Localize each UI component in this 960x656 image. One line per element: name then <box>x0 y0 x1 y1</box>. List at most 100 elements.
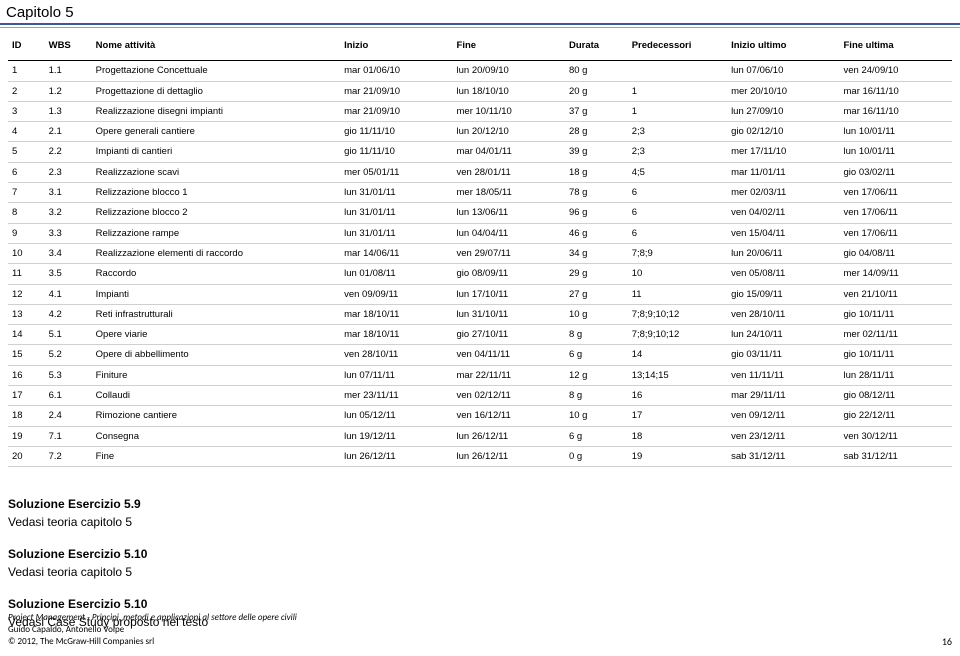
table-cell: Opere generali cantiere <box>92 122 340 142</box>
table-cell: Relizzazione rampe <box>92 223 340 243</box>
table-cell: lun 18/10/10 <box>453 81 565 101</box>
table-cell: 7;8;9;10;12 <box>628 325 727 345</box>
table-cell: 1.3 <box>45 101 92 121</box>
table-row: 176.1Collaudimer 23/11/11ven 02/12/118 g… <box>8 386 952 406</box>
table-cell: 4.2 <box>45 304 92 324</box>
footer-authors: Guido Capaldo, Antonello Volpe <box>8 624 297 636</box>
table-cell: 3.3 <box>45 223 92 243</box>
table-cell: 6 <box>8 162 45 182</box>
table-cell: lun 20/06/11 <box>727 243 839 263</box>
table-cell: 11 <box>628 284 727 304</box>
table-row: 134.2Reti infrastrutturalimar 18/10/11lu… <box>8 304 952 324</box>
column-header: Durata <box>565 35 628 61</box>
table-cell: ven 24/09/10 <box>840 61 953 81</box>
table-cell: gio 15/09/11 <box>727 284 839 304</box>
table-cell: 1 <box>628 101 727 121</box>
table-cell: 7.2 <box>45 446 92 466</box>
table-cell: ven 17/06/11 <box>840 203 953 223</box>
table-cell: gio 10/11/11 <box>840 345 953 365</box>
table-cell: 6 <box>628 223 727 243</box>
table-cell: ven 30/12/11 <box>840 426 953 446</box>
table-cell: mar 14/06/11 <box>340 243 452 263</box>
table-cell: lun 27/09/10 <box>727 101 839 121</box>
table-row: 31.3Realizzazione disegni impiantimar 21… <box>8 101 952 121</box>
table-row: 21.2Progettazione di dettagliomar 21/09/… <box>8 81 952 101</box>
table-cell: mer 05/01/11 <box>340 162 452 182</box>
table-cell: Reti infrastrutturali <box>92 304 340 324</box>
table-cell: sab 31/12/11 <box>727 446 839 466</box>
table-cell: 80 g <box>565 61 628 81</box>
table-cell: 7 <box>8 183 45 203</box>
table-row: 113.5Raccordolun 01/08/11gio 08/09/1129 … <box>8 264 952 284</box>
table-cell: 1 <box>628 81 727 101</box>
table-cell: gio 03/02/11 <box>840 162 953 182</box>
table-cell: 4;5 <box>628 162 727 182</box>
table-cell: 4.1 <box>45 284 92 304</box>
table-cell: 46 g <box>565 223 628 243</box>
table-cell: 3.4 <box>45 243 92 263</box>
table-cell: 7.1 <box>45 426 92 446</box>
table-cell: 6 g <box>565 345 628 365</box>
table-cell: 11 <box>8 264 45 284</box>
column-header: Fine <box>453 35 565 61</box>
column-header: Inizio ultimo <box>727 35 839 61</box>
table-cell: 37 g <box>565 101 628 121</box>
table-cell: ven 28/01/11 <box>453 162 565 182</box>
table-cell: 17 <box>8 386 45 406</box>
table-cell: Rimozione cantiere <box>92 406 340 426</box>
table-cell: 5.2 <box>45 345 92 365</box>
table-cell: 14 <box>628 345 727 365</box>
table-cell: ven 16/12/11 <box>453 406 565 426</box>
table-cell: 6 <box>628 183 727 203</box>
table-cell: Opere viarie <box>92 325 340 345</box>
footer-copyright: © 2012, The McGraw-Hill Companies srl <box>8 636 297 648</box>
table-cell: lun 17/10/11 <box>453 284 565 304</box>
table-cell: gio 11/11/10 <box>340 122 452 142</box>
table-cell: lun 19/12/11 <box>340 426 452 446</box>
table-cell: lun 24/10/11 <box>727 325 839 345</box>
table-cell: 2;3 <box>628 122 727 142</box>
table-cell: mer 17/11/10 <box>727 142 839 162</box>
table-cell: lun 10/01/11 <box>840 122 953 142</box>
page-number: 16 <box>942 635 952 648</box>
table-cell: Collaudi <box>92 386 340 406</box>
table-row: 83.2Relizzazione blocco 2lun 31/01/11lun… <box>8 203 952 223</box>
table-row: 155.2Opere di abbellimentoven 28/10/11ve… <box>8 345 952 365</box>
table-cell: 15 <box>8 345 45 365</box>
column-header: ID <box>8 35 45 61</box>
column-header: Predecessori <box>628 35 727 61</box>
table-cell: Progettazione di dettaglio <box>92 81 340 101</box>
table-cell: 39 g <box>565 142 628 162</box>
table-cell: 6 <box>628 203 727 223</box>
table-cell: 14 <box>8 325 45 345</box>
table-cell: Fine <box>92 446 340 466</box>
table-cell: mar 11/01/11 <box>727 162 839 182</box>
table-cell: lun 31/10/11 <box>453 304 565 324</box>
table-cell: mar 22/11/11 <box>453 365 565 385</box>
table-cell: mar 29/11/11 <box>727 386 839 406</box>
table-cell: lun 10/01/11 <box>840 142 953 162</box>
table-cell: 13 <box>8 304 45 324</box>
table-cell: Finiture <box>92 365 340 385</box>
table-cell: 5 <box>8 142 45 162</box>
solution-body: Vedasi teoria capitolo 5 <box>8 513 952 531</box>
table-cell: 12 g <box>565 365 628 385</box>
table-cell: 78 g <box>565 183 628 203</box>
table-cell: lun 07/11/11 <box>340 365 452 385</box>
table-cell: mer 14/09/11 <box>840 264 953 284</box>
table-row: 62.3Realizzazione scavimer 05/01/11ven 2… <box>8 162 952 182</box>
table-cell: mer 02/03/11 <box>727 183 839 203</box>
table-cell: Relizzazione blocco 2 <box>92 203 340 223</box>
table-cell: Realizzazione disegni impianti <box>92 101 340 121</box>
table-cell: mer 02/11/11 <box>840 325 953 345</box>
table-cell: Impianti <box>92 284 340 304</box>
table-cell: mar 21/09/10 <box>340 81 452 101</box>
solution-heading: Soluzione Esercizio 5.9 <box>8 495 952 513</box>
table-cell: 3.5 <box>45 264 92 284</box>
table-cell: 27 g <box>565 284 628 304</box>
table-row: 73.1Relizzazione blocco 1lun 31/01/11mer… <box>8 183 952 203</box>
table-cell: lun 31/01/11 <box>340 183 452 203</box>
table-row: 124.1Impiantiven 09/09/11lun 17/10/1127 … <box>8 284 952 304</box>
table-cell: 5.3 <box>45 365 92 385</box>
table-cell: lun 20/12/10 <box>453 122 565 142</box>
